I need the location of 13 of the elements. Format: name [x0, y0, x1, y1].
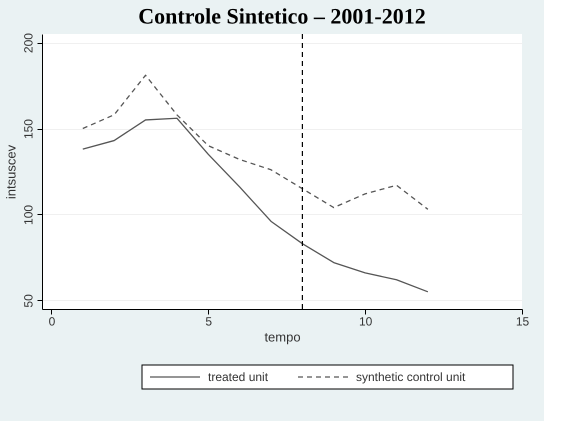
- y-tick-label: 200: [22, 32, 36, 54]
- x-tick-label: 10: [358, 314, 373, 328]
- y-tick-label: 50: [22, 294, 36, 308]
- x-tick-label: 0: [48, 314, 56, 328]
- x-axis-title: tempo: [264, 330, 301, 344]
- y-axis-title: intsuscev: [4, 144, 18, 200]
- chart-title: Controle Sintetico – 2001-2012: [138, 4, 426, 29]
- x-tick-label: 5: [205, 314, 212, 328]
- legend-label: synthetic control unit: [356, 370, 466, 384]
- y-tick-label: 100: [22, 204, 36, 225]
- x-tick-label: 15: [516, 314, 530, 328]
- y-tick-label: 150: [22, 118, 36, 140]
- legend-label: treated unit: [208, 370, 269, 384]
